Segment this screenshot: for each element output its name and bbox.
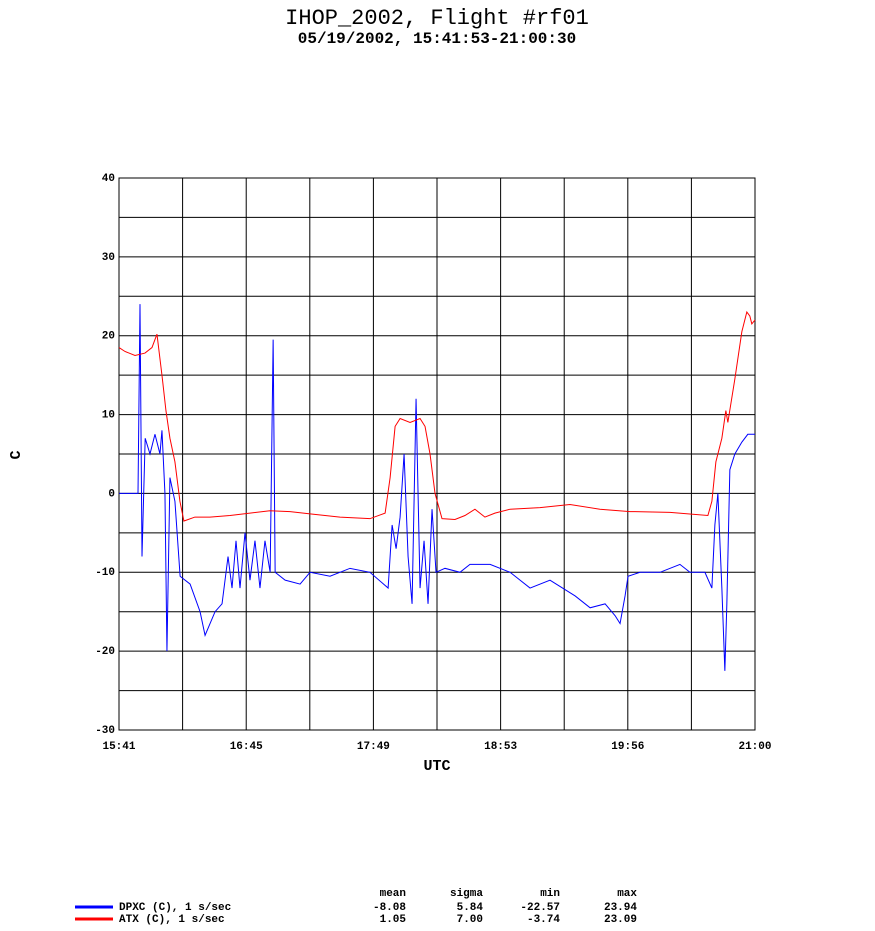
y-tick-label: 30 bbox=[102, 252, 115, 264]
y-tick-label: -20 bbox=[95, 646, 115, 658]
x-tick-label: 18:53 bbox=[484, 741, 517, 753]
legend-label: ATX (C), 1 s/sec bbox=[119, 914, 225, 926]
stats-value: -8.08 bbox=[373, 902, 406, 914]
legend-label: DPXC (C), 1 s/sec bbox=[119, 902, 231, 914]
x-tick-label: 19:56 bbox=[611, 741, 644, 753]
stats-header: max bbox=[617, 888, 637, 900]
y-tick-label: 10 bbox=[102, 409, 115, 421]
x-tick-label: 16:45 bbox=[230, 741, 263, 753]
chart-subtitle: 05/19/2002, 15:41:53-21:00:30 bbox=[298, 30, 576, 48]
y-tick-label: 0 bbox=[108, 488, 115, 500]
y-tick-label: -30 bbox=[95, 725, 115, 737]
stats-value: -22.57 bbox=[520, 902, 560, 914]
y-tick-label: -10 bbox=[95, 567, 115, 579]
y-axis-label: C bbox=[8, 450, 25, 459]
x-tick-label: 21:00 bbox=[738, 741, 771, 753]
x-axis-label: UTC bbox=[423, 758, 450, 775]
x-tick-label: 15:41 bbox=[102, 741, 135, 753]
stats-header: mean bbox=[380, 888, 406, 900]
stats-value: 23.09 bbox=[604, 914, 637, 926]
y-tick-label: 20 bbox=[102, 331, 115, 343]
stats-header: sigma bbox=[450, 888, 483, 900]
y-tick-label: 40 bbox=[102, 173, 115, 185]
stats-value: 7.00 bbox=[457, 914, 483, 926]
stats-value: 5.84 bbox=[457, 902, 484, 914]
x-tick-label: 17:49 bbox=[357, 741, 390, 753]
stats-value: -3.74 bbox=[527, 914, 560, 926]
stats-value: 1.05 bbox=[380, 914, 407, 926]
plot-frame bbox=[118, 177, 756, 731]
stats-value: 23.94 bbox=[604, 902, 637, 914]
data-line bbox=[119, 304, 755, 671]
chart-title: IHOP_2002, Flight #rf01 bbox=[285, 6, 589, 31]
data-line bbox=[118, 310, 756, 522]
stats-header: min bbox=[540, 888, 560, 900]
